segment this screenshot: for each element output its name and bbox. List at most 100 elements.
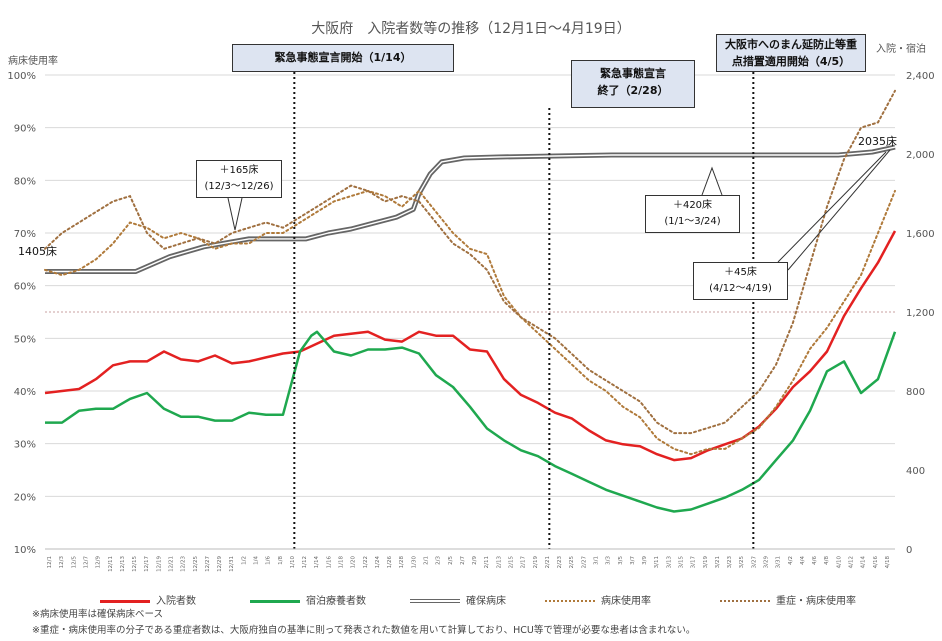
x-tick-label: 4/4 <box>800 556 806 565</box>
x-tick-label: 2/15 <box>509 556 515 569</box>
x-tick-label: 3/27 <box>751 556 757 569</box>
y-left-tick-label: 100% <box>7 71 36 82</box>
annotation-pointer <box>227 197 243 231</box>
annotation-line: ＋420床 <box>672 200 713 211</box>
x-tick-label: 1/6 <box>266 556 272 565</box>
chart-title: 大阪府 入院者数等の推移（12月1日～4月19日） <box>311 21 631 37</box>
x-tick-label: 2/7 <box>460 556 466 565</box>
y-right-tick-label: 800 <box>906 387 925 398</box>
y-right-tick-label: 1,200 <box>906 308 935 319</box>
x-tick-label: 12/29 <box>217 556 223 572</box>
legend-label: 宿泊療養者数 <box>306 596 366 607</box>
series-line-hotel <box>45 330 897 513</box>
x-tick-label: 12/7 <box>84 556 90 569</box>
x-tick-label: 1/18 <box>339 556 345 569</box>
annotation-1405: 1405床 <box>18 245 57 258</box>
x-tick-label: 2/1 <box>424 556 430 565</box>
y-left-tick-label: 20% <box>14 492 36 503</box>
legend-item-hotel: 宿泊療養者数 <box>250 592 366 607</box>
x-tick-label: 3/21 <box>715 556 721 568</box>
x-tick-label: 12/25 <box>193 556 199 572</box>
legend-item-bed-rate: 病床使用率 <box>545 592 651 607</box>
marker-callout-emergency-start: 緊急事態宣言開始（1/14） <box>232 44 454 72</box>
x-tick-label: 2/13 <box>496 556 502 569</box>
y-right-tick-label: 1,600 <box>906 229 935 240</box>
x-tick-label: 3/13 <box>666 556 672 569</box>
x-tick-label: 3/29 <box>764 556 770 569</box>
x-tick-label: 12/19 <box>156 556 162 572</box>
annotation-box-165: ＋165床 (12/3～12/26) <box>196 160 282 198</box>
y-left-tick-label: 60% <box>14 282 36 293</box>
series-line-secured-beds-inner <box>45 146 896 273</box>
annotation-pointer <box>787 149 891 271</box>
x-tick-label: 1/10 <box>290 556 296 569</box>
legend-item-severe-rate: 重症・病床使用率 <box>720 592 856 607</box>
y-right-tick-label: 400 <box>906 466 925 477</box>
annotation-2035: 2035床 <box>858 135 897 148</box>
y-left-tick-label: 80% <box>14 176 36 187</box>
legend-label: 病床使用率 <box>601 596 651 607</box>
annotation-line: ＋165床 <box>219 165 259 176</box>
x-tick-label: 12/23 <box>181 556 187 572</box>
x-tick-label: 3/5 <box>618 556 624 565</box>
x-tick-label: 3/23 <box>727 556 733 569</box>
x-tick-label: 12/11 <box>108 556 114 572</box>
annotation-line: (12/3～12/26) <box>204 181 274 192</box>
x-tick-label: 12/31 <box>229 556 235 572</box>
x-tick-label: 12/9 <box>96 556 102 569</box>
x-tick-label: 2/3 <box>436 556 442 565</box>
marker-callout-line: 緊急事態宣言開始（1/14） <box>274 51 412 64</box>
annotation-pointer <box>777 151 887 263</box>
x-tick-label: 3/15 <box>679 556 685 569</box>
x-tick-label: 3/25 <box>739 556 745 569</box>
legend-swatch <box>100 599 150 603</box>
marker-callout-line: 終了（2/28） <box>597 84 669 97</box>
annotation-box-45: ＋45床 (4/12～4/19) <box>693 262 788 300</box>
x-tick-label: 1/24 <box>375 556 381 569</box>
x-tick-label: 1/16 <box>326 556 332 569</box>
annotation-line: (4/12～4/19) <box>709 283 772 294</box>
x-tick-label: 12/27 <box>205 556 211 572</box>
x-tick-label: 2/19 <box>533 556 539 569</box>
y-left-tick-label: 30% <box>14 440 36 451</box>
x-tick-label: 12/3 <box>59 556 65 569</box>
x-tick-label: 12/13 <box>120 556 126 572</box>
x-tick-label: 2/5 <box>448 556 454 565</box>
legend-label: 重症・病床使用率 <box>776 596 856 607</box>
annotation-line: (1/1～3/24) <box>664 216 721 227</box>
legend-swatch <box>545 600 595 602</box>
x-tick-label: 1/22 <box>363 556 369 568</box>
x-tick-label: 1/30 <box>411 556 417 569</box>
series-line-bed-rate <box>44 189 896 456</box>
annotation-box-420: ＋420床 (1/1～3/24) <box>645 195 740 233</box>
legend-item-admitted: 入院者数 <box>100 592 196 607</box>
marker-callout-line: 大阪市へのまん延防止等重 <box>725 38 857 51</box>
x-tick-label: 2/11 <box>484 556 490 568</box>
x-tick-label: 2/23 <box>557 556 563 569</box>
y-left-tick-label: 50% <box>14 334 36 345</box>
x-tick-label: 4/12 <box>849 556 855 568</box>
x-tick-label: 12/5 <box>71 556 77 569</box>
x-tick-label: 1/12 <box>302 556 308 568</box>
x-tick-label: 3/9 <box>642 556 648 565</box>
marker-callout-priority-measures: 大阪市へのまん延防止等重 点措置適用開始（4/5） <box>716 34 866 72</box>
x-tick-label: 3/31 <box>776 556 782 568</box>
marker-callout-emergency-end: 緊急事態宣言 終了（2/28） <box>571 60 695 108</box>
series-line-severe-rate <box>44 89 896 435</box>
x-tick-label: 2/21 <box>545 556 551 568</box>
annotation-line: ＋45床 <box>724 267 757 278</box>
x-tick-label: 4/6 <box>812 556 818 565</box>
x-tick-label: 12/21 <box>169 556 175 572</box>
x-tick-label: 4/18 <box>885 556 891 569</box>
x-tick-label: 1/2 <box>241 556 247 565</box>
y-left-tick-label: 10% <box>14 545 36 556</box>
x-tick-label: 4/8 <box>824 556 830 565</box>
marker-callout-line: 点措置適用開始（4/5） <box>731 55 851 68</box>
y-right-axis-title: 入院・宿泊 <box>876 44 926 55</box>
annotation-pointer <box>701 166 723 196</box>
legend-swatch <box>410 599 460 603</box>
x-tick-label: 12/15 <box>132 556 138 572</box>
x-tick-label: 1/8 <box>278 556 284 565</box>
y-right-tick-label: 2,400 <box>906 71 935 82</box>
x-tick-label: 3/17 <box>691 556 697 569</box>
